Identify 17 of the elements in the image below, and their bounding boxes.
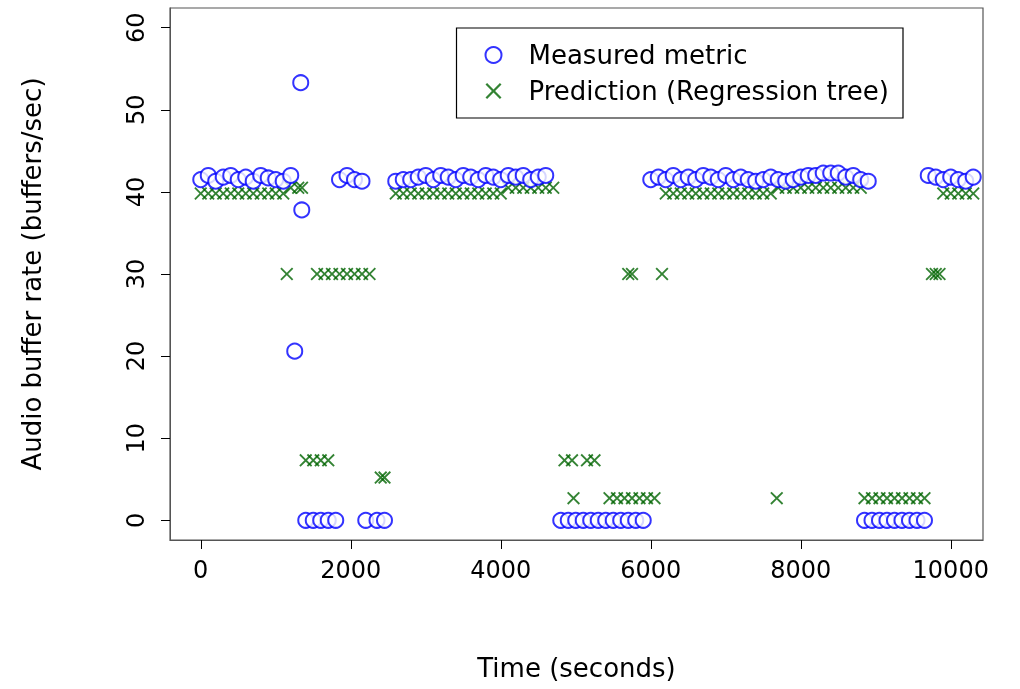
y-tick-label: 10 xyxy=(122,422,150,454)
legend-label: Prediction (Regression tree) xyxy=(528,76,889,106)
x-tick-label: 6000 xyxy=(620,556,682,584)
y-tick-label: 30 xyxy=(122,258,150,290)
x-tick-label: 4000 xyxy=(470,556,532,584)
y-axis-title: Audio buffer rate (buffers/sec) xyxy=(17,77,47,471)
x-tick-label: 2000 xyxy=(320,556,382,584)
y-tick-label: 60 xyxy=(122,12,150,43)
x-tick-label: 10000 xyxy=(912,556,989,584)
y-tick-label: 0 xyxy=(122,512,150,528)
y-tick-label: 40 xyxy=(122,176,150,208)
x-tick-label: 0 xyxy=(193,556,209,584)
y-tick-label: 50 xyxy=(122,94,150,126)
x-tick-label: 8000 xyxy=(770,556,832,584)
x-axis-title: Time (seconds) xyxy=(476,653,676,683)
y-tick-label: 20 xyxy=(122,340,150,372)
legend-label: Measured metric xyxy=(528,40,748,70)
